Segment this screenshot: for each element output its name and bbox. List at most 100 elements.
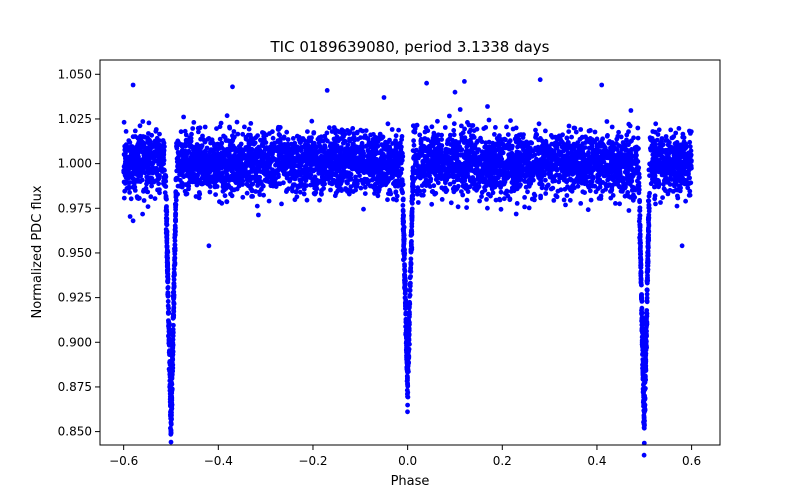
data-point [147, 153, 153, 159]
data-point [570, 171, 575, 177]
data-point [564, 162, 570, 168]
data-point [342, 138, 347, 144]
data-point [290, 136, 296, 141]
data-point [244, 190, 250, 196]
data-point [265, 178, 271, 184]
data-point [566, 123, 572, 129]
data-point [427, 146, 433, 152]
data-point [552, 143, 558, 149]
data-point [197, 125, 203, 131]
data-point [256, 212, 261, 218]
data-point [490, 190, 496, 196]
data-point [249, 187, 255, 193]
data-point [465, 142, 470, 148]
data-point [668, 127, 674, 133]
data-point [429, 201, 435, 207]
data-point [320, 148, 325, 154]
data-point [568, 150, 574, 155]
data-point [188, 138, 194, 144]
data-point [454, 155, 459, 160]
data-point [493, 125, 498, 130]
data-point [651, 150, 657, 156]
data-point [479, 168, 485, 174]
data-point [134, 146, 140, 151]
data-point [279, 162, 285, 167]
data-point [381, 171, 387, 177]
data-point [598, 193, 604, 199]
data-point [348, 176, 354, 182]
data-point [601, 173, 607, 179]
data-point [247, 161, 253, 167]
data-point [598, 181, 603, 187]
data-point [234, 119, 240, 125]
data-point [158, 164, 164, 170]
data-point [578, 127, 584, 132]
data-point [458, 147, 463, 153]
data-point [412, 129, 418, 135]
data-point [504, 124, 509, 130]
data-point [539, 185, 545, 191]
data-point [539, 145, 545, 151]
data-point [573, 149, 579, 155]
data-point [309, 118, 315, 124]
data-point [203, 173, 209, 179]
data-point [605, 133, 610, 138]
data-point [614, 136, 620, 142]
data-point [429, 124, 435, 130]
data-point [687, 192, 693, 198]
data-point [220, 170, 226, 176]
data-point [246, 183, 251, 189]
data-point [677, 188, 683, 194]
data-point [627, 123, 633, 129]
data-point [132, 188, 138, 193]
data-point [631, 192, 636, 198]
data-point [334, 128, 340, 134]
data-point [589, 179, 595, 184]
data-point [372, 191, 377, 196]
data-point [629, 167, 634, 172]
data-point [594, 142, 600, 148]
data-point [141, 163, 147, 169]
data-point [388, 148, 393, 153]
data-point [522, 195, 527, 200]
data-point [185, 138, 191, 144]
data-point [667, 182, 673, 187]
data-point [649, 143, 655, 149]
data-point [393, 189, 399, 195]
data-point [491, 168, 496, 174]
data-point [279, 201, 284, 207]
data-point [590, 174, 596, 180]
data-point [389, 127, 395, 132]
data-point [632, 145, 638, 151]
data-point [205, 136, 211, 142]
data-point [608, 188, 614, 194]
data-point [575, 173, 581, 179]
data-point [652, 173, 658, 179]
data-point [440, 161, 445, 167]
data-point [442, 125, 448, 130]
data-point [558, 151, 564, 157]
data-point [532, 193, 538, 199]
data-point [564, 179, 570, 185]
data-point [498, 206, 504, 212]
data-point [571, 125, 577, 131]
data-point [616, 151, 622, 157]
data-point [560, 173, 566, 179]
data-point [435, 118, 440, 124]
data-point [624, 132, 630, 138]
data-point [353, 144, 359, 150]
data-point [131, 154, 136, 159]
data-point [154, 171, 160, 177]
data-point [227, 155, 232, 161]
data-point [543, 177, 548, 183]
data-point [262, 172, 268, 177]
data-point [297, 189, 303, 195]
data-point [581, 171, 587, 177]
data-point [474, 126, 480, 132]
data-point [142, 170, 148, 176]
data-point [361, 150, 366, 156]
data-point [498, 149, 504, 155]
data-point [669, 135, 675, 141]
data-point [585, 183, 591, 189]
data-point [347, 138, 352, 144]
